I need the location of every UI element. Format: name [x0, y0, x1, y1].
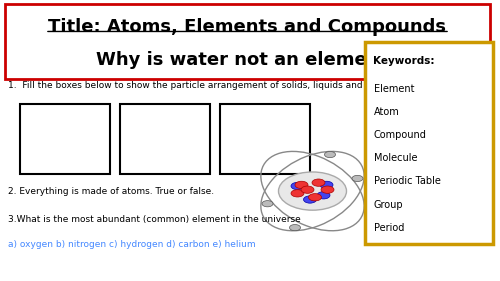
Text: Atom: Atom	[374, 107, 400, 117]
Circle shape	[317, 192, 330, 199]
Text: Group: Group	[374, 200, 404, 210]
Circle shape	[290, 225, 300, 231]
Text: a) oxygen b) nitrogen c) hydrogen d) carbon e) helium: a) oxygen b) nitrogen c) hydrogen d) car…	[8, 240, 255, 249]
Text: Period: Period	[374, 223, 404, 233]
Bar	[220, 104, 310, 174]
Text: Element: Element	[374, 84, 414, 94]
Circle shape	[320, 181, 333, 189]
Text: 3.What is the most abundant (common) element in the universe: 3.What is the most abundant (common) ele…	[8, 215, 300, 224]
Circle shape	[308, 194, 322, 201]
Circle shape	[291, 182, 304, 190]
Circle shape	[301, 186, 314, 193]
Text: 2. Everything is made of atoms. True or false.: 2. Everything is made of atoms. True or …	[8, 187, 214, 196]
Circle shape	[312, 179, 325, 186]
Bar	[5, 4, 490, 79]
Text: Keywords:: Keywords:	[372, 56, 434, 66]
Circle shape	[352, 175, 363, 182]
Text: 1.  Fill the boxes below to show the particle arrangement of solids, liquids and: 1. Fill the boxes below to show the part…	[8, 81, 391, 90]
Circle shape	[291, 190, 304, 197]
Text: Title: Atoms, Elements and Compounds: Title: Atoms, Elements and Compounds	[48, 18, 446, 36]
Circle shape	[324, 151, 336, 158]
Circle shape	[278, 172, 346, 210]
Text: Periodic Table: Periodic Table	[374, 176, 441, 187]
Text: Why is water not an element?: Why is water not an element?	[96, 51, 399, 69]
Circle shape	[262, 201, 273, 207]
Text: Compound: Compound	[374, 130, 427, 140]
Bar	[20, 104, 110, 174]
Circle shape	[304, 196, 316, 203]
Circle shape	[295, 181, 308, 189]
Bar	[120, 104, 210, 174]
Text: Molecule: Molecule	[374, 153, 418, 164]
Bar	[365, 42, 492, 244]
Circle shape	[321, 186, 334, 193]
